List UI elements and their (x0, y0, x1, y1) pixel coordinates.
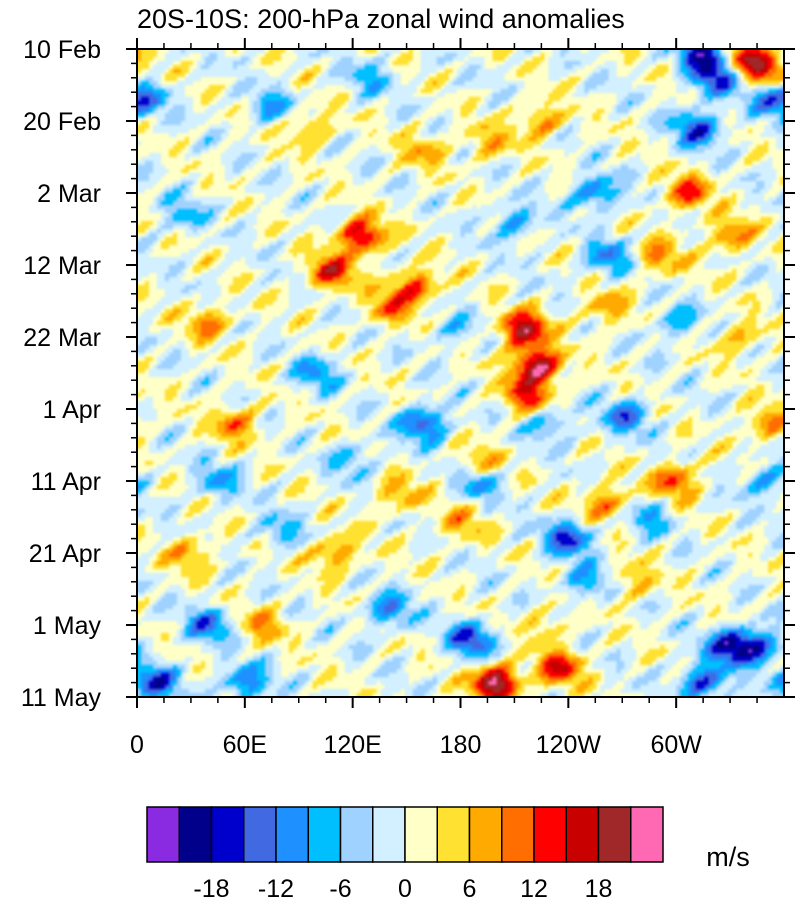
y-tick-label: 12 Mar (23, 252, 101, 280)
colorbar-swatch (307, 806, 342, 863)
wind-anomaly-field (137, 49, 784, 697)
colorbar-swatch (533, 806, 567, 863)
colorbar-swatch (565, 806, 600, 863)
y-tick-label: 1 May (33, 612, 102, 640)
colorbar-swatch (436, 806, 471, 863)
colorbar-swatch (630, 806, 664, 863)
colorbar-swatch (501, 806, 535, 863)
chart-title: 20S-10S: 200-hPa zonal wind anomalies (137, 4, 625, 34)
colorbar-swatch (468, 806, 503, 863)
x-axis: 0 60E 120E 180 120W 60W (130, 38, 758, 759)
colorbar-swatch (210, 806, 245, 863)
colorbar-swatch (146, 806, 180, 863)
plot-area (137, 49, 784, 697)
colorbar-tick-label: -18 (193, 875, 229, 903)
colorbar-tick-label: -12 (258, 875, 294, 903)
colorbar-swatch (404, 806, 438, 863)
y-tick-label: 20 Feb (23, 108, 101, 136)
colorbar-tick-label: 18 (585, 875, 613, 903)
colorbar-tick-label: 12 (520, 875, 548, 903)
colorbar-swatch (275, 806, 309, 863)
x-tick-label: 60E (223, 731, 267, 759)
y-tick-label: 10 Feb (23, 36, 101, 64)
x-tick-label: 60W (650, 731, 702, 759)
colorbar-swatch (243, 806, 277, 863)
colorbar-swatch (372, 806, 406, 863)
colorbar-swatch (178, 806, 213, 863)
colorbar-tick-label: 0 (398, 875, 412, 903)
y-tick-label: 22 Mar (23, 324, 101, 352)
x-tick-label: 120W (536, 731, 602, 759)
colorbar-tick-label: -6 (329, 875, 351, 903)
y-tick-label: 2 Mar (37, 180, 101, 208)
colorbar-tick-label: 6 (463, 875, 477, 903)
y-tick-label: 21 Apr (29, 540, 101, 568)
x-tick-label: 0 (130, 731, 144, 759)
y-tick-label: 11 Apr (31, 468, 101, 496)
colorbar: -18 -12 -6 0 6 12 18 (146, 806, 664, 903)
colorbar-unit-label: m/s (706, 842, 750, 872)
y-tick-label: 1 Apr (43, 396, 101, 424)
colorbar-swatch (339, 806, 374, 863)
x-tick-label: 120E (323, 731, 381, 759)
y-tick-label: 11 May (21, 684, 102, 712)
colorbar-swatch (597, 806, 632, 863)
y-axis: 10 Feb 20 Feb 2 Mar 12 Mar 22 Mar 1 Apr 11 Apr… (21, 36, 795, 712)
x-tick-label: 180 (440, 731, 482, 759)
